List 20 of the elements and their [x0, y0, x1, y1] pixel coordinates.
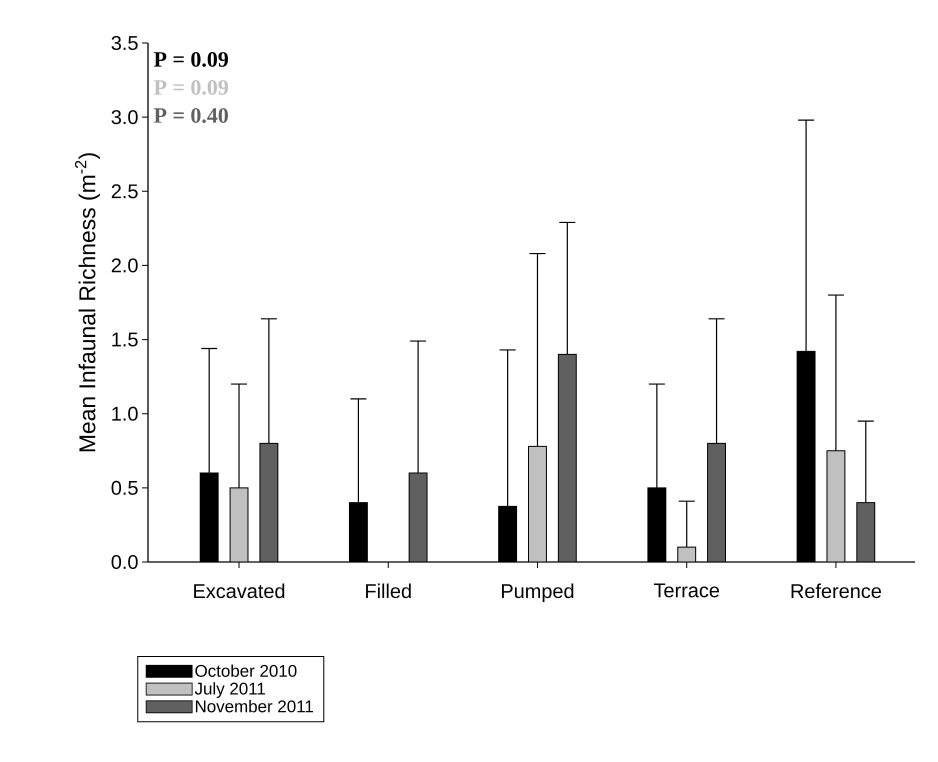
y-tick-label: 3.0 — [112, 110, 138, 124]
annotation: P = 0.40 — [154, 108, 228, 123]
x-tick-label: Reference — [792, 584, 881, 598]
y-tick-label: 2.0 — [112, 258, 138, 272]
legend-label: November 2011 — [196, 700, 313, 712]
annotation: P = 0.09 — [154, 52, 228, 67]
y-tick-label: 1.0 — [112, 406, 138, 421]
annotation: P = 0.09 — [154, 80, 228, 95]
x-tick-label: Pumped — [502, 584, 574, 602]
y-tick-label: 3.5 — [112, 36, 138, 50]
x-tick-label: Terrace — [654, 584, 720, 598]
legend-label: July 2011 — [194, 682, 265, 698]
y-tick-label: 2.5 — [112, 184, 138, 198]
x-tick-label: Filled — [366, 584, 411, 598]
x-tick-label: Excavated — [194, 584, 284, 598]
legend-label: October 2010 — [195, 664, 296, 677]
y-tick-label: 0.5 — [112, 480, 138, 495]
y-axis-title: Mean Infaunal Richness (m$^{-2}$) — [75, 153, 100, 452]
y-tick-label: 0.0 — [112, 554, 138, 570]
y-tick-label: 1.5 — [112, 332, 138, 347]
